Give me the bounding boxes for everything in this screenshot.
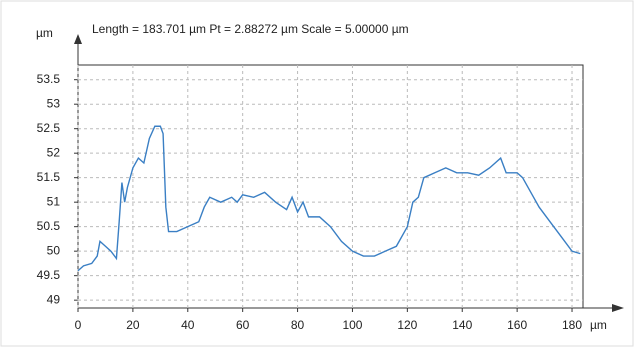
y-tick-label: 52.5 [37, 121, 61, 135]
y-tick-label: 53 [47, 96, 61, 110]
y-tick-label: 49.5 [37, 268, 61, 282]
x-tick-label: 0 [75, 318, 82, 332]
y-tick-label: 51.5 [37, 170, 61, 184]
y-tick-label: 50.5 [37, 219, 61, 233]
x-tick-label: 60 [236, 318, 250, 332]
x-axis-label: µm [590, 318, 607, 332]
y-tick-label: 51 [47, 194, 61, 208]
x-tick-label: 20 [126, 318, 140, 332]
x-tick-label: 120 [397, 318, 417, 332]
x-tick-label: 100 [342, 318, 362, 332]
x-tick-label: 180 [562, 318, 582, 332]
x-tick-label: 40 [181, 318, 195, 332]
x-tick-label: 80 [291, 318, 305, 332]
x-tick-label: 160 [507, 318, 527, 332]
x-arrow [612, 304, 624, 312]
y-tick-label: 49 [47, 292, 61, 306]
y-axis-label: µm [36, 26, 53, 40]
y-tick-label: 52 [47, 145, 61, 159]
chart-title: Length = 183.701 µm Pt = 2.88272 µm Scal… [92, 22, 409, 36]
profile-line [77, 125, 581, 272]
y-arrow [74, 34, 82, 44]
y-tick-label: 50 [47, 243, 61, 257]
x-tick-label: 140 [452, 318, 472, 332]
y-tick-label: 53.5 [37, 72, 61, 86]
